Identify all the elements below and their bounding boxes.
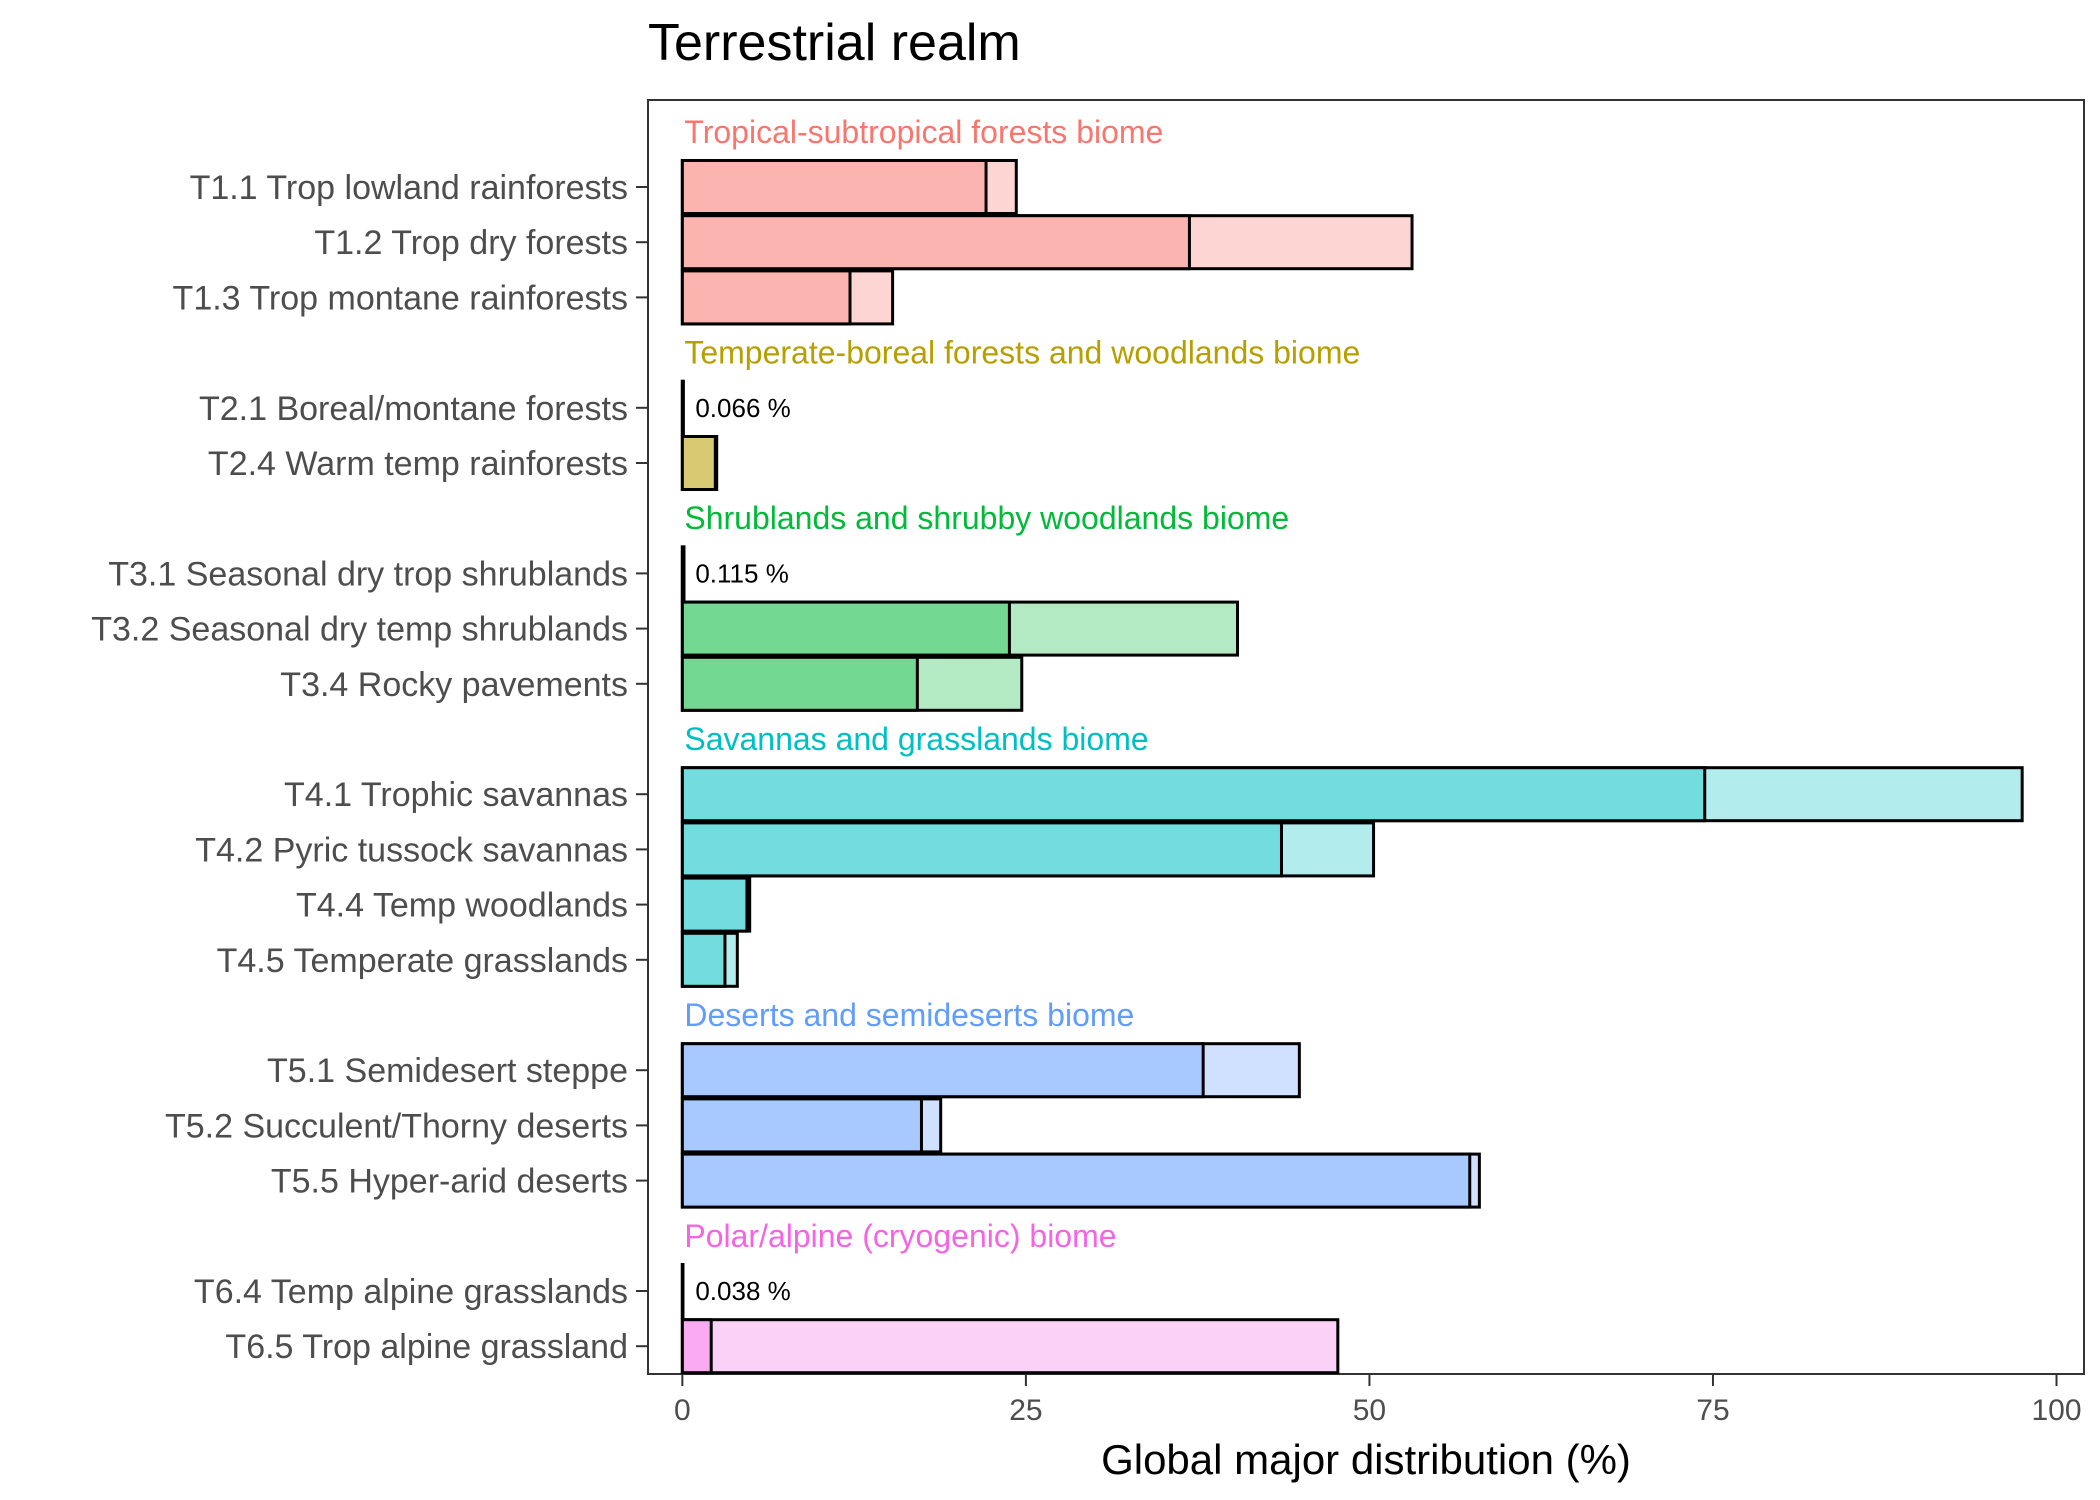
y-tick-label: T5.2 Succulent/Thorny deserts bbox=[165, 1107, 628, 1145]
x-tick-label: 0 bbox=[674, 1394, 691, 1427]
y-tick-label: T5.1 Semidesert steppe bbox=[267, 1052, 628, 1090]
y-tick-label: T4.4 Temp woodlands bbox=[296, 887, 628, 925]
biome-label: Shrublands and shrubby woodlands biome bbox=[684, 500, 1289, 536]
x-axis-title: Global major distribution (%) bbox=[1101, 1436, 1631, 1483]
y-tick-label: T1.1 Trop lowland rainforests bbox=[190, 169, 628, 207]
bar-inner bbox=[680, 600, 1011, 657]
y-tick-label: T6.4 Temp alpine grasslands bbox=[194, 1273, 628, 1311]
x-tick-label: 50 bbox=[1353, 1394, 1386, 1427]
y-tick-label: T4.1 Trophic savannas bbox=[284, 776, 628, 814]
bar-inner bbox=[680, 766, 1707, 823]
chart-title: Terrestrial realm bbox=[648, 14, 1021, 72]
bar-inner bbox=[680, 545, 686, 602]
bar-inner bbox=[680, 1097, 923, 1154]
y-tick-label: T4.5 Temperate grasslands bbox=[217, 942, 628, 980]
x-tick-label: 100 bbox=[2031, 1394, 2081, 1427]
bar-inner bbox=[680, 655, 919, 712]
bars: 0.066 % 0.115 % 0.038 % bbox=[680, 159, 2024, 1375]
bar-inner bbox=[680, 159, 988, 215]
bar-inner bbox=[680, 379, 685, 436]
bar-total bbox=[680, 1318, 1340, 1375]
y-tick-label: T4.2 Pyric tussock savannas bbox=[195, 831, 628, 869]
y-tick-label: T3.1 Seasonal dry trop shrublands bbox=[108, 555, 628, 593]
biome-label: Deserts and semideserts biome bbox=[684, 997, 1134, 1033]
plot-panel-border bbox=[647, 99, 2085, 1375]
y-tick-label: T1.3 Trop montane rainforests bbox=[173, 279, 628, 317]
y-tick-label: T3.4 Rocky pavements bbox=[280, 666, 628, 704]
value-annotation: 0.066 % bbox=[695, 393, 790, 423]
y-axis: T1.1 Trop lowland rainforests T1.2 Trop d… bbox=[91, 169, 648, 1366]
biome-label: Polar/alpine (cryogenic) biome bbox=[684, 1218, 1116, 1254]
biome-labels: Tropical-subtropical forests biome Temper… bbox=[684, 114, 1360, 1254]
bar-inner bbox=[680, 1042, 1205, 1099]
y-tick-label: T5.5 Hyper-arid deserts bbox=[271, 1163, 628, 1201]
y-tick-label: T6.5 Trop alpine grassland bbox=[225, 1328, 628, 1366]
value-annotation: 0.038 % bbox=[695, 1276, 790, 1306]
y-tick-label: T2.1 Boreal/montane forests bbox=[199, 390, 628, 428]
y-tick-label: T3.2 Seasonal dry temp shrublands bbox=[91, 611, 628, 649]
biome-label: Temperate-boreal forests and woodlands b… bbox=[684, 335, 1360, 371]
bar-inner bbox=[680, 269, 852, 326]
biome-label: Savannas and grasslands biome bbox=[684, 721, 1148, 757]
bar-inner bbox=[680, 931, 727, 988]
x-axis: 0 25 50 75 100 bbox=[674, 1374, 2082, 1427]
x-tick-label: 25 bbox=[1009, 1394, 1042, 1427]
bar-inner bbox=[680, 821, 1283, 878]
bar-inner bbox=[680, 214, 1191, 271]
y-tick-label: T1.2 Trop dry forests bbox=[314, 224, 628, 262]
x-tick-label: 75 bbox=[1696, 1394, 1729, 1427]
bar-inner bbox=[680, 1318, 713, 1375]
value-annotation: 0.115 % bbox=[695, 558, 788, 588]
biome-label: Tropical-subtropical forests biome bbox=[684, 114, 1163, 150]
bar-inner bbox=[680, 1152, 1472, 1209]
bar-inner bbox=[680, 435, 717, 491]
bar-inner bbox=[680, 1263, 685, 1319]
y-tick-label: T2.4 Warm temp rainforests bbox=[208, 445, 628, 483]
bar-inner bbox=[680, 876, 749, 933]
